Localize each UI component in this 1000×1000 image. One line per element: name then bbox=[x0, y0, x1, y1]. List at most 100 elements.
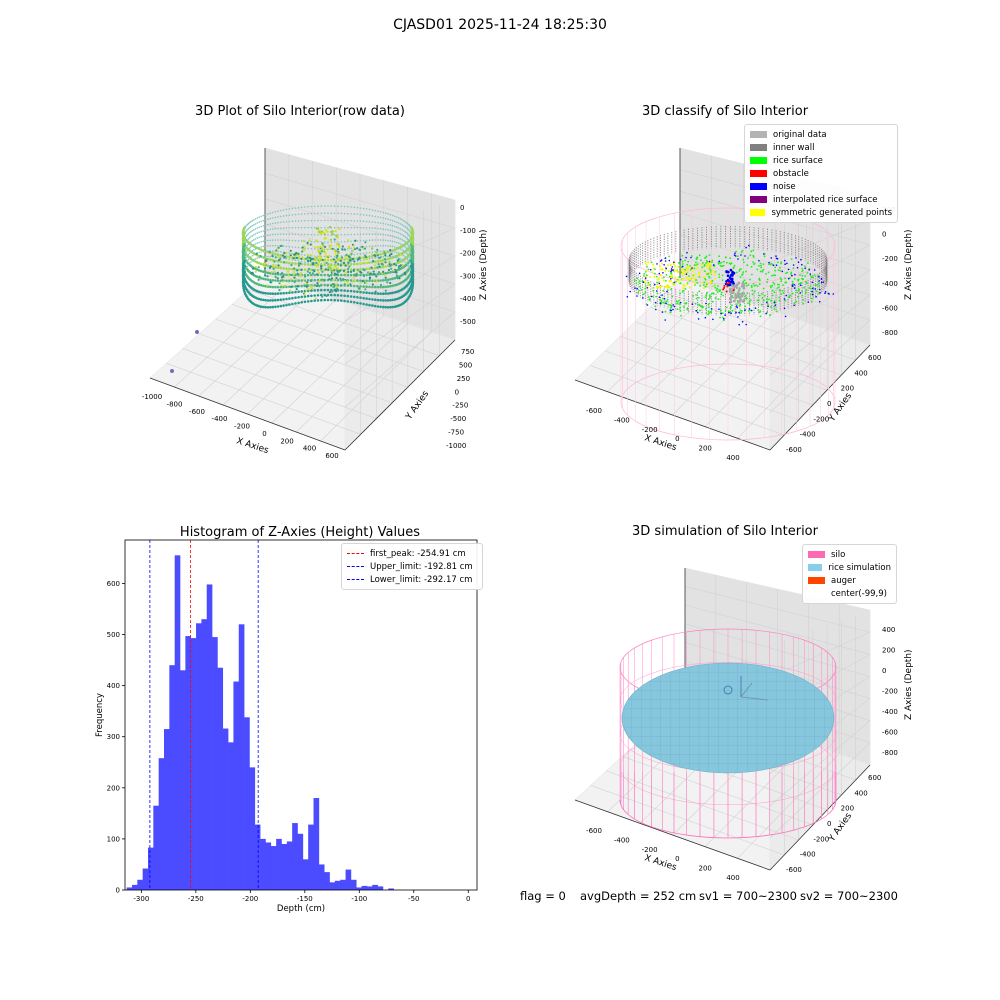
raw-point bbox=[373, 285, 377, 289]
raw-point bbox=[285, 239, 288, 241]
raw-point bbox=[243, 259, 246, 263]
raw-point bbox=[245, 224, 247, 227]
axis-line bbox=[149, 377, 346, 451]
raw-point bbox=[324, 236, 328, 240]
raw-point bbox=[370, 266, 373, 269]
raw-point bbox=[350, 252, 353, 255]
raw-point bbox=[343, 289, 346, 292]
rice-surface-point bbox=[674, 280, 677, 283]
rice-surface-point bbox=[654, 272, 656, 275]
rice-surface-point bbox=[744, 294, 747, 297]
raw-point bbox=[250, 251, 252, 253]
x-tick-label: 200 bbox=[699, 865, 712, 873]
raw-point bbox=[316, 250, 320, 253]
symmetric-point bbox=[644, 261, 647, 264]
rice-surface-point bbox=[638, 282, 641, 285]
raw-point bbox=[267, 213, 269, 215]
raw-point bbox=[271, 305, 275, 309]
symmetric-point bbox=[644, 275, 647, 278]
raw-point bbox=[272, 250, 274, 252]
raw-point bbox=[379, 216, 382, 219]
rice-surface-point bbox=[804, 275, 806, 278]
raw-point bbox=[318, 231, 321, 234]
noise-point bbox=[737, 316, 739, 318]
z-tick-label: 0 bbox=[460, 204, 464, 212]
raw-point bbox=[310, 247, 313, 250]
raw-point bbox=[353, 213, 356, 215]
raw-point bbox=[310, 294, 313, 298]
raw-point bbox=[362, 291, 365, 294]
rice-surface-point bbox=[664, 310, 667, 313]
y-tick-label: 200 bbox=[841, 805, 854, 813]
rice-surface-point bbox=[773, 305, 776, 308]
raw-point bbox=[267, 245, 269, 247]
raw-point bbox=[322, 250, 326, 253]
raw-point bbox=[356, 247, 359, 250]
rice-surface-point bbox=[761, 297, 764, 299]
rice-surface-point bbox=[762, 287, 765, 290]
raw-point bbox=[266, 292, 270, 295]
raw-point bbox=[356, 240, 359, 242]
raw-point bbox=[298, 275, 302, 278]
raw-point bbox=[323, 283, 327, 287]
raw-point bbox=[408, 229, 410, 231]
rice-surface-point bbox=[719, 262, 721, 265]
raw-point bbox=[336, 287, 339, 290]
raw-point bbox=[300, 301, 304, 304]
raw-point bbox=[320, 212, 323, 215]
raw-point bbox=[243, 270, 246, 274]
raw-point bbox=[323, 233, 327, 236]
raw-point bbox=[351, 249, 355, 252]
raw-point bbox=[271, 279, 275, 282]
raw-point bbox=[303, 293, 306, 296]
raw-point bbox=[330, 255, 333, 258]
raw-point bbox=[362, 302, 365, 306]
raw-point bbox=[246, 249, 248, 252]
raw-point bbox=[368, 261, 371, 264]
raw-point bbox=[305, 289, 308, 292]
raw-point bbox=[272, 244, 274, 247]
raw-point bbox=[310, 219, 313, 222]
raw-point bbox=[285, 255, 288, 258]
raw-point bbox=[279, 254, 283, 257]
rice-surface-point bbox=[702, 284, 705, 286]
rice-surface-point bbox=[711, 261, 713, 264]
rice-surface-point bbox=[650, 261, 653, 264]
rice-surface-point bbox=[638, 289, 640, 292]
rice-surface-point bbox=[742, 258, 745, 261]
raw-point bbox=[264, 305, 267, 309]
rice-surface-point bbox=[665, 279, 667, 282]
raw-point bbox=[258, 221, 261, 223]
legend-swatch bbox=[808, 590, 825, 597]
raw-point bbox=[288, 291, 291, 295]
z-tick-label: -400 bbox=[460, 295, 476, 303]
raw-point bbox=[396, 216, 398, 218]
raw-point bbox=[243, 290, 246, 294]
raw-point bbox=[323, 263, 327, 267]
raw-point bbox=[300, 260, 303, 263]
grid-line bbox=[296, 323, 408, 433]
raw-point bbox=[282, 239, 285, 241]
raw-point bbox=[323, 262, 326, 265]
rice-surface-point bbox=[739, 293, 741, 295]
raw-point bbox=[359, 290, 362, 294]
rice-surface-point bbox=[766, 311, 768, 314]
raw-point bbox=[256, 237, 259, 239]
rice-surface-point bbox=[662, 301, 665, 304]
raw-point bbox=[250, 272, 253, 275]
rice-surface-point bbox=[722, 294, 725, 297]
raw-point bbox=[324, 245, 327, 248]
rice-surface-point bbox=[637, 291, 639, 294]
raw-point bbox=[340, 226, 343, 229]
raw-point bbox=[274, 305, 277, 309]
raw-point bbox=[389, 257, 392, 260]
rice-surface-point bbox=[747, 257, 749, 259]
raw-point bbox=[320, 262, 323, 265]
raw-point bbox=[359, 302, 362, 305]
raw-point bbox=[326, 298, 330, 302]
rice-surface-point bbox=[656, 281, 658, 284]
rice-surface-point bbox=[716, 288, 718, 290]
raw-point bbox=[313, 299, 317, 302]
raw-point bbox=[358, 287, 361, 290]
raw-point bbox=[329, 239, 332, 242]
